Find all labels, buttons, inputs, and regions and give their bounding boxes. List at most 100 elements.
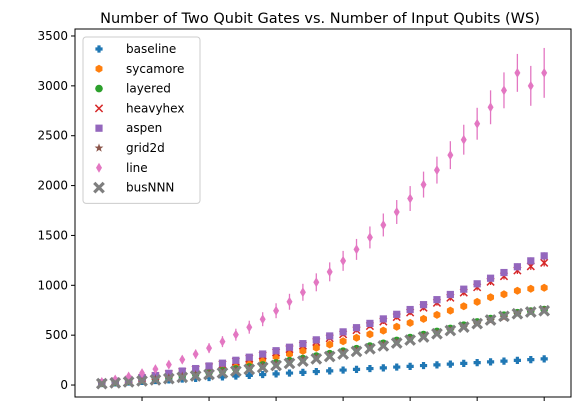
data-point-line: [259, 314, 266, 325]
data-point-aspen: [272, 347, 280, 355]
y-tick-label: 0: [60, 378, 68, 392]
data-point-baseline: [272, 370, 280, 378]
data-point-busNNN: [323, 350, 336, 363]
legend-label: sycamore: [126, 62, 184, 76]
data-point-line: [232, 329, 239, 340]
data-point-baseline: [259, 370, 267, 379]
data-point-aspen: [406, 305, 414, 314]
data-point-baseline: [473, 358, 481, 367]
data-point-line: [393, 207, 400, 218]
data-point-line: [514, 67, 521, 78]
data-point-busNNN: [243, 363, 256, 376]
data-point-busNNN: [149, 373, 162, 386]
data-point-baseline: [192, 374, 200, 382]
data-point-baseline: [527, 356, 535, 364]
data-point-aspen: [527, 257, 535, 265]
data-point-line: [353, 244, 360, 255]
data-point-busNNN: [337, 348, 349, 360]
data-point-aspen: [540, 252, 548, 260]
data-point-sycamore: [513, 286, 521, 295]
data-point-sycamore: [473, 297, 481, 306]
data-point-aspen: [326, 332, 334, 340]
data-point-aspen: [339, 328, 347, 336]
legend-item-sycamore: sycamore: [95, 62, 184, 76]
x-axis: [141, 397, 545, 401]
data-point-line: [447, 150, 454, 161]
data-point-busNNN: [297, 355, 309, 368]
data-point-busNNN: [136, 375, 148, 387]
data-point-busNNN: [377, 340, 390, 352]
data-point-busNNN: [109, 376, 122, 389]
data-point-sycamore: [339, 337, 347, 346]
data-point-aspen: [419, 301, 428, 309]
data-point-baseline: [419, 361, 428, 370]
data-point-line: [206, 343, 213, 354]
data-point-line: [165, 359, 172, 370]
legend-marker-line: [96, 162, 102, 173]
data-point-baseline: [245, 371, 253, 379]
legend-item-layered: layered: [95, 82, 171, 96]
data-point-aspen: [205, 362, 213, 370]
data-point-busNNN: [471, 317, 484, 330]
data-point-line: [192, 349, 199, 360]
data-point-sycamore: [379, 326, 387, 335]
y-tick-label: 2500: [37, 129, 68, 143]
y-tick-label: 3000: [37, 79, 68, 93]
data-point-line: [527, 80, 534, 91]
data-point-busNNN: [404, 334, 416, 346]
data-point-baseline: [379, 364, 387, 372]
series-line: [98, 47, 548, 388]
data-point-line: [326, 266, 333, 277]
data-point-line: [433, 165, 440, 176]
data-point-busNNN: [524, 306, 537, 318]
data-point-busNNN: [310, 353, 323, 365]
y-tick-label: 1000: [37, 278, 68, 292]
data-point-baseline: [326, 367, 334, 375]
data-point-aspen: [192, 364, 200, 373]
legend-item-heavyhex: heavyhex: [94, 101, 184, 115]
data-point-busNNN: [283, 357, 296, 370]
data-point-busNNN: [270, 359, 282, 372]
data-point-busNNN: [216, 367, 229, 379]
data-point-baseline: [460, 359, 468, 367]
legend-marker-layered: [95, 84, 103, 93]
legend-label: layered: [126, 82, 171, 96]
data-point-baseline: [446, 360, 454, 368]
data-point-baseline: [486, 358, 495, 366]
data-point-busNNN: [364, 342, 376, 355]
y-tick-label: 500: [45, 328, 68, 342]
data-point-aspen: [379, 315, 387, 323]
data-point-baseline: [285, 369, 294, 377]
data-point-busNNN: [95, 377, 108, 390]
data-point-baseline: [406, 362, 414, 370]
data-point-baseline: [366, 364, 374, 373]
series-busNNN: [95, 304, 551, 390]
legend-item-busNNN: busNNN: [93, 181, 174, 195]
data-point-busNNN: [538, 304, 551, 317]
data-point-busNNN: [162, 372, 175, 385]
data-point-busNNN: [444, 324, 457, 337]
legend: baseline sycamore layered heavyhex aspen grid…: [82, 36, 201, 204]
legend-label: aspen: [126, 121, 162, 135]
data-point-line: [460, 134, 467, 145]
data-point-busNNN: [176, 371, 189, 384]
data-point-aspen: [460, 285, 468, 293]
y-tick-label: 2000: [37, 179, 68, 193]
data-point-busNNN: [498, 310, 510, 323]
legend-marker-heavyhex: [94, 104, 104, 113]
data-point-baseline: [205, 373, 213, 382]
data-point-line: [474, 118, 481, 129]
data-point-sycamore: [460, 302, 468, 311]
data-point-line: [179, 354, 186, 365]
data-point-aspen: [500, 268, 508, 277]
data-point-aspen: [245, 353, 253, 361]
data-point-aspen: [299, 340, 307, 348]
data-point-sycamore: [353, 333, 360, 342]
legend-label: line: [126, 161, 148, 175]
data-point-sycamore: [420, 314, 427, 323]
data-point-baseline: [218, 373, 227, 381]
y-tick-label: 3500: [37, 29, 68, 43]
data-point-baseline: [540, 355, 548, 363]
data-point-aspen: [285, 343, 294, 351]
data-point-line: [286, 296, 293, 307]
